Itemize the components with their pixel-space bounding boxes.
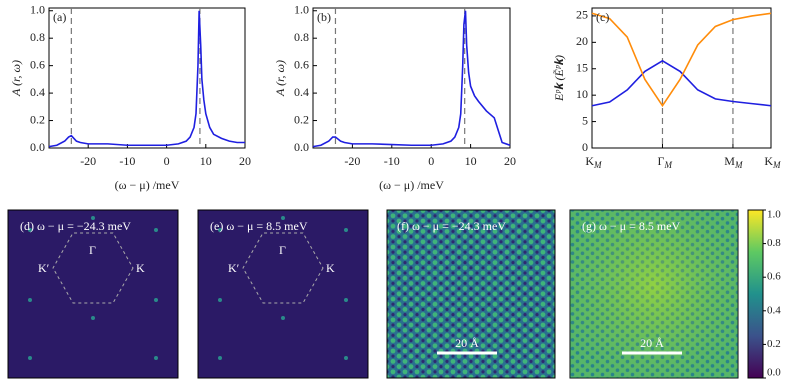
map-label: K′ xyxy=(38,261,50,275)
x-tick-label: M xyxy=(724,154,735,168)
y-tick-label: 0.2 xyxy=(30,112,45,126)
scalebar-label: 20 Å xyxy=(640,336,664,350)
colorbar xyxy=(747,209,764,379)
panel-label: (c) xyxy=(596,10,609,24)
map-label: Γ xyxy=(279,243,286,257)
y-tick-label: 0.4 xyxy=(30,85,45,99)
y-tick-label: 1.0 xyxy=(294,2,309,16)
x-tick-label: -10 xyxy=(119,154,135,168)
x-tick-label: -20 xyxy=(80,154,96,168)
map-title: (e) ω − μ = 8.5 meV xyxy=(210,219,308,233)
colorbar-tick-label: 0.0 xyxy=(767,367,781,379)
colorbar-tick-label: 0.4 xyxy=(767,304,781,316)
y-axis-label: A (r, ω) xyxy=(9,60,23,97)
colorbar-tick-label: 0.8 xyxy=(767,237,781,249)
x-tick-label: 20 xyxy=(504,154,516,168)
x-tick-label: -20 xyxy=(344,154,360,168)
x-tick-label: 10 xyxy=(200,154,212,168)
x-tick-label: K xyxy=(764,154,773,168)
y-tick-label: 25 xyxy=(576,8,588,22)
x-tick-label: 0 xyxy=(164,154,170,168)
scalebar-label: 20 Å xyxy=(455,336,479,350)
panel-label: (a) xyxy=(53,10,66,24)
x-axis-label: (ω − μ) /meV xyxy=(115,178,180,192)
map-title: (g) ω − μ = 8.5 meV xyxy=(582,219,681,233)
y-tick-label: 0.8 xyxy=(30,30,45,44)
colorbar-tick-label: 0.6 xyxy=(767,271,781,283)
y-tick-label: 0.6 xyxy=(294,57,309,71)
y-tick-label: 0 xyxy=(582,140,588,154)
map-label: K′ xyxy=(228,261,240,275)
y-tick-label: 0.0 xyxy=(30,140,45,154)
x-tick-label: -10 xyxy=(384,154,400,168)
y-axis-label: A (r, ω) xyxy=(273,60,287,97)
map-e xyxy=(197,209,369,379)
y-tick-label: 0.6 xyxy=(30,57,45,71)
x-tick-sub: M xyxy=(772,160,781,170)
line-series xyxy=(591,59,772,107)
x-tick-label: 20 xyxy=(239,154,251,168)
y-tick-label: 1.0 xyxy=(30,2,45,16)
map-label: K xyxy=(326,261,335,275)
axes-frame xyxy=(591,7,772,149)
line-series xyxy=(48,10,245,148)
y-tick-label: 0.0 xyxy=(294,140,309,154)
map-title: (f) ω − μ = −24.3 meV xyxy=(397,219,506,233)
colorbar-tick-label: 1.0 xyxy=(767,209,781,221)
map-d xyxy=(7,209,179,379)
colorbar-tick-label: 0.2 xyxy=(767,338,781,350)
x-tick-sub: M xyxy=(663,160,672,170)
x-tick-label: K xyxy=(585,154,594,168)
map-f xyxy=(386,209,556,379)
y-tick-label: 15 xyxy=(576,61,588,75)
map-title: (d) ω − μ = −24.3 meV xyxy=(20,219,131,233)
y-tick-label: 0.4 xyxy=(294,85,309,99)
x-tick-label: Γ xyxy=(658,154,665,168)
x-tick-sub: M xyxy=(734,160,743,170)
y-tick-label: 0.2 xyxy=(294,112,309,126)
x-tick-label: 0 xyxy=(428,154,434,168)
y-tick-label: 5 xyxy=(582,113,588,127)
line-series xyxy=(591,12,772,108)
map-label: K xyxy=(136,261,145,275)
y-tick-label: 20 xyxy=(576,34,588,48)
y-tick-label: 0.8 xyxy=(294,30,309,44)
x-tick-sub: M xyxy=(593,160,602,170)
x-tick-label: 10 xyxy=(465,154,477,168)
axes-frame xyxy=(312,7,511,149)
map-g xyxy=(569,209,739,379)
x-axis-label: (ω − μ) /meV xyxy=(379,178,444,192)
y-axis-label: Eᵖ𝐤 (Ẽᵖ𝐤) xyxy=(552,55,566,102)
map-label: Γ xyxy=(89,243,96,257)
y-tick-label: 10 xyxy=(576,87,588,101)
line-series xyxy=(312,10,511,148)
panel-label: (b) xyxy=(317,10,331,24)
axes-frame xyxy=(48,7,246,149)
